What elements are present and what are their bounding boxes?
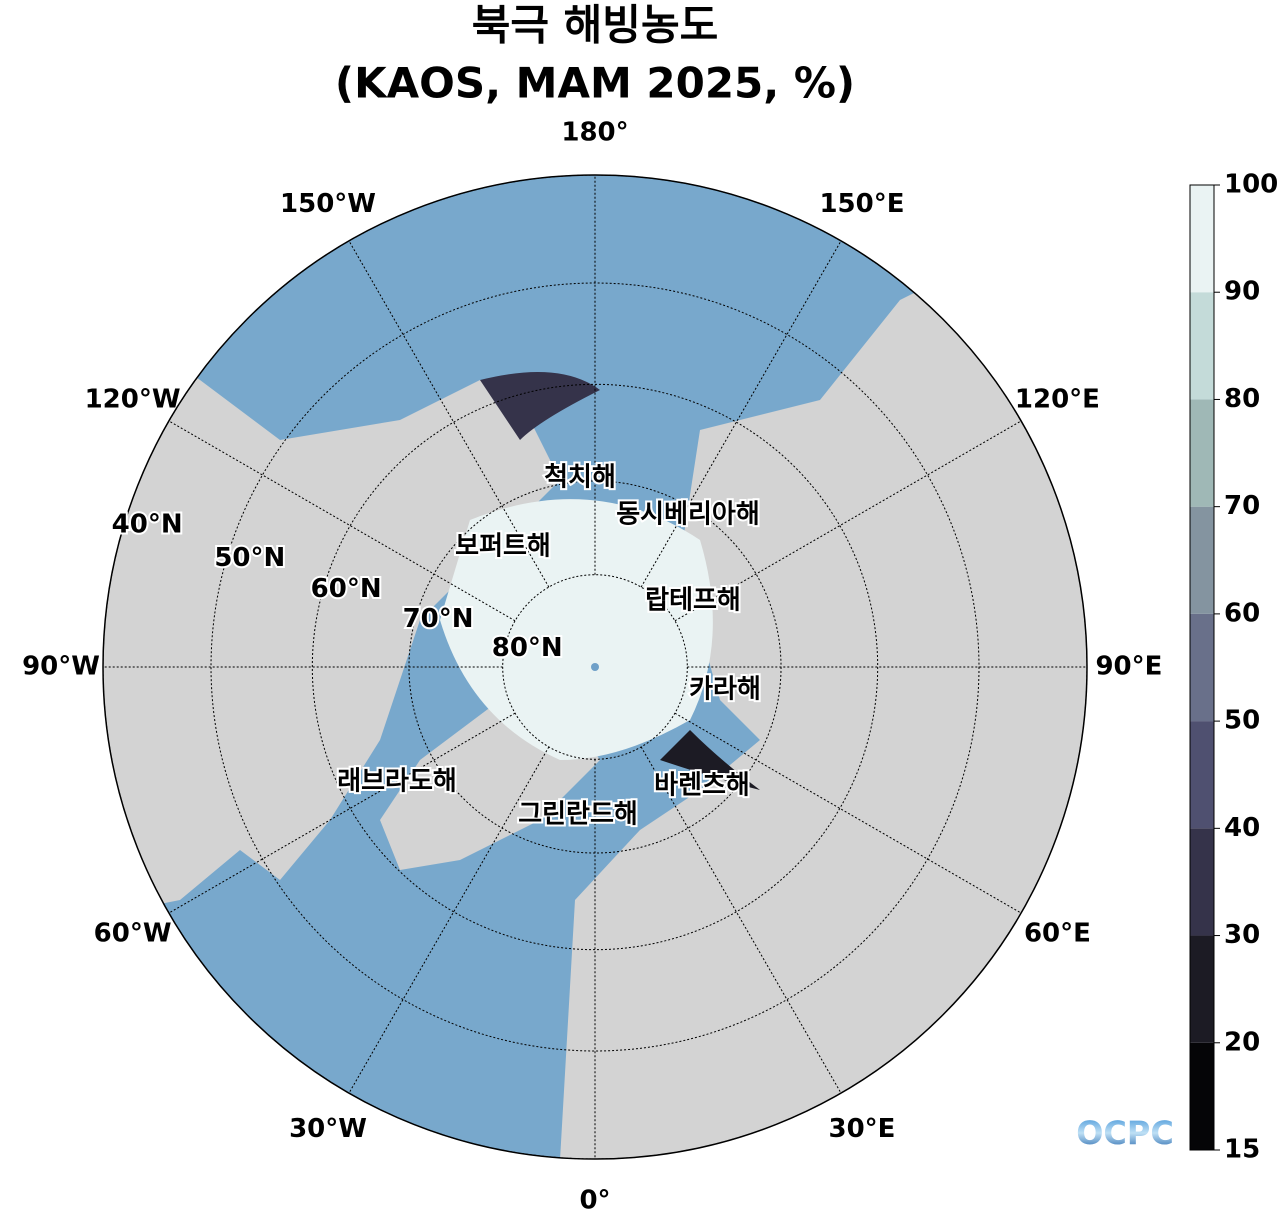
parallel-label: 60°N [311,574,382,604]
colorbar-label: 30 [1224,920,1260,950]
sea-label: 바렌츠해 [654,771,750,801]
colorbar-bin [1190,721,1214,829]
meridian [348,746,550,1094]
colorbar-label: 80 [1224,384,1260,414]
colorbar-bin [1190,506,1214,614]
meridian-label: 150°E [819,189,904,219]
colorbar-bin [1190,185,1214,293]
colorbar-bin [1190,292,1214,400]
pole [591,663,599,671]
meridian-label: 90°W [22,652,100,682]
title-line-2: (KAOS, MAM 2025, %) [335,59,855,108]
sea-label: 랍테프해 [645,586,741,616]
colorbar-label: 90 [1224,277,1260,307]
colorbar-bin [1190,1042,1214,1150]
meridian [168,712,516,914]
meridian-label: 120°W [85,385,181,415]
sea-label: 척치해 [544,463,616,493]
sea-label: 래브라도해 [337,767,457,797]
parallel-label: 50°N [214,543,285,573]
meridian [640,746,842,1094]
parallel-label: 80°N [492,633,563,663]
meridian [674,712,1022,914]
colorbar-label: 60 [1224,598,1260,628]
title-line-1: 북극 해빙농도 [472,1,718,50]
parallel [311,383,879,951]
colorbar-label: 40 [1224,813,1260,843]
colorbar-bin [1190,399,1214,507]
meridian-label: 60°W [94,918,172,948]
meridian-label: 30°W [289,1114,367,1144]
parallel [102,174,1088,1160]
meridian-label: 60°E [1024,918,1091,948]
colorbar-label: 100 [1224,170,1278,200]
meridian-label: 120°E [1015,385,1100,415]
colorbar-label: 15 [1224,1135,1260,1165]
sea-label: 그린란드해 [518,800,638,830]
colorbar-label: 70 [1224,491,1260,521]
meridian [168,420,516,622]
ice-edge [660,730,760,790]
colorbar-bin [1190,828,1214,936]
parallel-label: 40°N [112,509,183,539]
north-america [103,300,560,920]
meridian [348,240,550,588]
parallel [210,282,980,1052]
sea-label: 카라해 [689,675,761,705]
meridian-label: 180° [561,118,628,148]
logo: OCPC [1076,1114,1174,1152]
colorbar-bin [1190,935,1214,1043]
colorbar-label: 20 [1224,1027,1260,1057]
sea-ice [440,499,713,760]
colorbar-frame [1189,184,1215,1151]
eurasia [560,250,1087,1159]
basemap [103,175,1087,1159]
sea-label: 동시베리아해 [616,500,760,530]
parallel-label: 70°N [403,604,474,634]
ice-edge [480,372,600,440]
sea-label: 보퍼트해 [455,532,551,562]
colorbar-bin [1190,613,1214,722]
meridian-label: 30°E [829,1114,896,1144]
meridian [640,240,842,588]
meridian [674,420,1022,622]
meridian-label: 150°W [280,189,376,219]
meridian-label: 0° [579,1185,610,1214]
meridian-label: 90°E [1095,652,1162,682]
colorbar-label: 50 [1224,706,1260,736]
